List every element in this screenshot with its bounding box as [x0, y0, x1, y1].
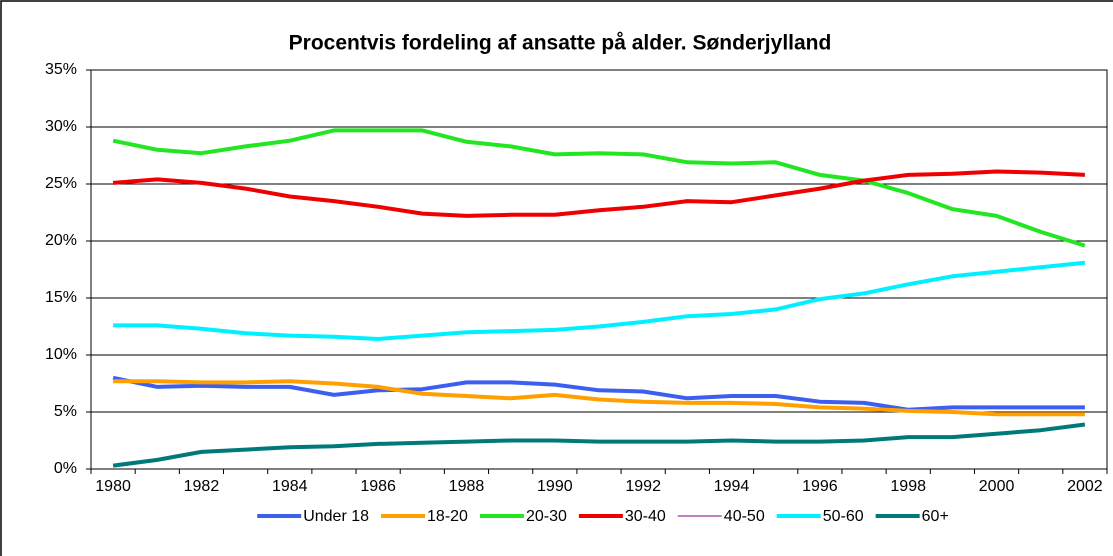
- legend-label: 30-40: [625, 508, 666, 525]
- x-tick-label: 1986: [360, 478, 396, 495]
- x-tick-label: 2002: [1067, 478, 1103, 495]
- x-tick-label: 1998: [890, 478, 926, 495]
- series-line: [112, 422, 1086, 468]
- series-line: [113, 260, 1086, 341]
- legend-label: 20-30: [526, 508, 567, 525]
- y-tick-label: 20%: [45, 232, 77, 249]
- x-tick-label: 1980: [95, 478, 131, 495]
- plot-area: [90, 69, 1108, 470]
- series-line: [112, 169, 1086, 218]
- series-line: [113, 379, 1085, 417]
- y-tick-label: 25%: [45, 175, 77, 192]
- y-tick-label: 0%: [54, 460, 77, 477]
- legend-label: Under 18: [303, 508, 369, 525]
- legend-label: 18-20: [427, 508, 468, 525]
- x-tick-label: 1982: [184, 478, 220, 495]
- series-line: [112, 375, 1085, 412]
- x-tick-label: 1984: [272, 478, 308, 495]
- legend-label: 40-50: [724, 508, 765, 525]
- chart-title: Procentvis fordeling af ansatte på alder…: [289, 32, 832, 55]
- y-tick-label: 15%: [45, 289, 77, 306]
- legend-label: 60+: [922, 508, 949, 525]
- x-tick-label: 1992: [625, 478, 661, 495]
- x-tick-label: 1990: [537, 478, 573, 495]
- x-tick-label: 2000: [979, 478, 1015, 495]
- x-tick-label: 1994: [714, 478, 750, 495]
- y-tick-label: 10%: [45, 346, 77, 363]
- legend-label: 50-60: [823, 508, 864, 525]
- series-line: [112, 128, 1086, 248]
- y-tick-label: 35%: [45, 61, 77, 78]
- y-tick-label: 30%: [45, 118, 77, 135]
- x-tick-label: 1996: [802, 478, 838, 495]
- x-tick-label: 1988: [449, 478, 485, 495]
- y-tick-label: 5%: [54, 403, 77, 420]
